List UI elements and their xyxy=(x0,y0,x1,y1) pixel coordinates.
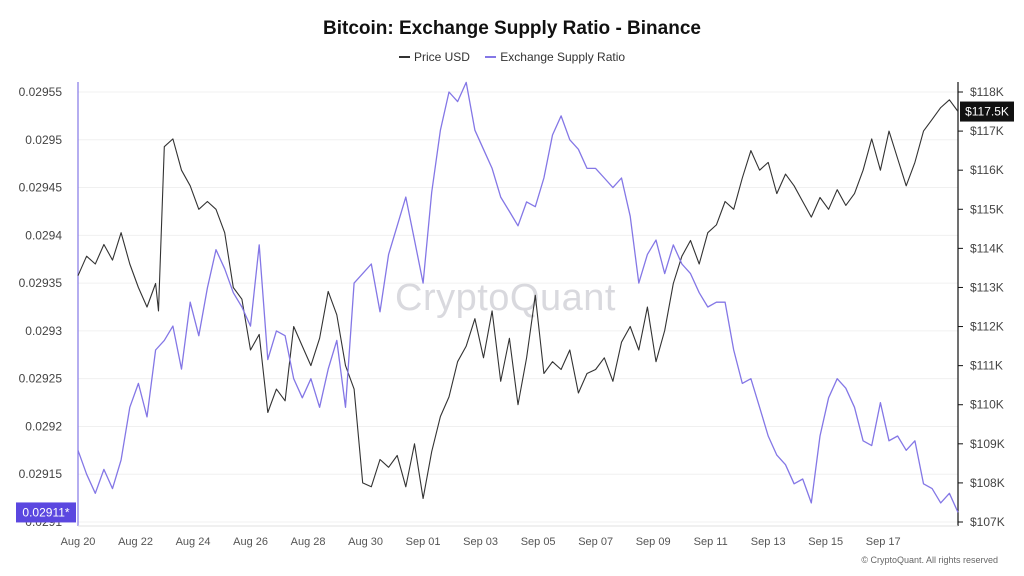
x-tick-label-13: Sep 15 xyxy=(808,536,843,548)
left-tick-label-2: 0.02945 xyxy=(19,181,63,195)
x-tick-label-4: Aug 28 xyxy=(291,536,326,548)
copyright-footer: © CryptoQuant. All rights reserved xyxy=(861,555,998,565)
left-tick-label-1: 0.0295 xyxy=(25,133,62,147)
x-tick-label-8: Sep 05 xyxy=(521,536,556,548)
legend-item-ratio[interactable]: Exchange Supply Ratio xyxy=(485,50,625,64)
right-tick-label-9: $109K xyxy=(970,437,1005,451)
watermark: CryptoQuant xyxy=(395,277,616,319)
right-tick-label-3: $115K xyxy=(970,202,1004,216)
x-tick-label-12: Sep 13 xyxy=(751,536,786,548)
right-tick-label-10: $108K xyxy=(970,476,1005,490)
current-price-badge xyxy=(960,101,1014,122)
left-tick-label-5: 0.0293 xyxy=(25,324,62,338)
legend-swatch-ratio xyxy=(485,55,497,58)
x-tick-label-11: Sep 11 xyxy=(694,536,728,548)
x-tick-label-5: Aug 30 xyxy=(348,536,383,548)
x-tick-label-14: Sep 17 xyxy=(866,536,901,548)
x-tick-label-10: Sep 09 xyxy=(636,536,671,548)
left-tick-label-0: 0.02955 xyxy=(19,85,63,99)
series-line-price xyxy=(77,99,959,500)
x-tick-label-0: Aug 20 xyxy=(61,536,96,548)
right-tick-label-1: $117K xyxy=(970,124,1004,138)
x-tick-label-7: Sep 03 xyxy=(463,536,498,548)
x-tick-label-9: Sep 07 xyxy=(578,536,613,548)
left-tick-label-8: 0.02915 xyxy=(19,467,63,481)
x-tick-label-1: Aug 22 xyxy=(118,536,153,548)
current-ratio-badge xyxy=(16,502,76,523)
current-price-label: $117.5K xyxy=(965,105,1009,119)
x-tick-label-3: Aug 26 xyxy=(233,536,268,548)
left-tick-label-7: 0.0292 xyxy=(25,419,62,433)
right-tick-label-11: $107K xyxy=(970,515,1005,529)
current-ratio-label: 0.02911* xyxy=(22,505,69,519)
right-tick-label-5: $113K xyxy=(970,280,1004,294)
right-tick-label-8: $110K xyxy=(970,398,1004,412)
right-tick-label-0: $118K xyxy=(970,85,1004,99)
series-line-ratio xyxy=(77,81,959,513)
legend-swatch-price xyxy=(398,55,410,58)
chart-title: Bitcoin: Exchange Supply Ratio - Binance xyxy=(323,18,701,39)
right-tick-label-7: $111K xyxy=(970,359,1003,373)
right-tick-label-4: $114K xyxy=(970,241,1004,255)
right-tick-label-6: $112K xyxy=(970,320,1004,334)
legend-item-price[interactable]: Price USD xyxy=(398,50,470,64)
right-tick-label-2: $116K xyxy=(970,163,1004,177)
left-tick-label-3: 0.0294 xyxy=(25,228,62,242)
left-tick-label-4: 0.02935 xyxy=(19,276,63,290)
x-tick-label-2: Aug 24 xyxy=(176,536,211,548)
legend: Price USD Exchange Supply Ratio xyxy=(0,50,1024,64)
legend-label-ratio: Exchange Supply Ratio xyxy=(500,50,626,64)
left-tick-label-6: 0.02925 xyxy=(19,372,63,386)
x-tick-label-6: Sep 01 xyxy=(406,536,441,548)
legend-label-price: Price USD xyxy=(413,50,470,64)
